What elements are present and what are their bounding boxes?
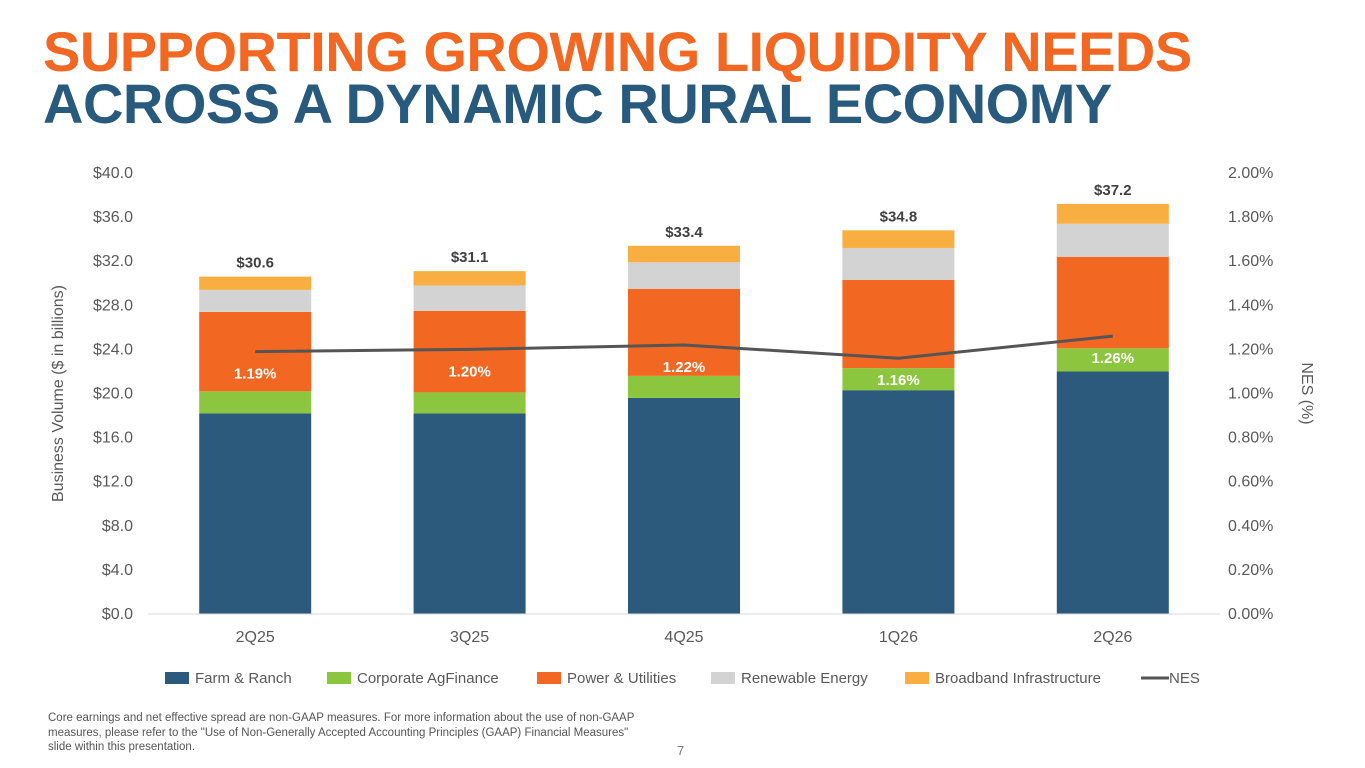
y-tick-label: $8.0 bbox=[102, 518, 133, 535]
y-tick-label: $16.0 bbox=[93, 430, 133, 447]
legend-swatch bbox=[711, 672, 735, 684]
bar-segment bbox=[413, 285, 526, 311]
bar-segment bbox=[1056, 371, 1169, 614]
legend-swatch bbox=[327, 672, 351, 684]
bar-segment bbox=[842, 247, 955, 280]
y2-tick-label: 2.00% bbox=[1228, 165, 1273, 182]
business-volume-chart: $0.0 $4.0 $8.0 $12.0 $16.0 $20.0 $24.0 $28.0 $32… bbox=[50, 165, 1315, 687]
bar-segment bbox=[628, 375, 740, 398]
bar-total-label: $33.4 bbox=[665, 224, 703, 241]
x-tick-label: 4Q25 bbox=[664, 629, 703, 646]
bar-segment bbox=[628, 262, 740, 289]
y2-tick-label: 1.80% bbox=[1228, 209, 1273, 226]
bar-total-label: $30.6 bbox=[236, 255, 274, 272]
x-tick-label: 2Q25 bbox=[236, 629, 275, 646]
legend-label: Renewable Energy bbox=[741, 670, 868, 687]
bar-segment bbox=[628, 245, 740, 263]
bar-segment bbox=[1056, 256, 1169, 349]
y2-tick-label: 1.40% bbox=[1228, 297, 1273, 314]
bar-segment bbox=[413, 310, 526, 393]
page-number: 7 bbox=[677, 743, 685, 758]
bar-segment bbox=[1056, 203, 1169, 224]
y-tick-label: $40.0 bbox=[93, 165, 133, 182]
y2-tick-label: 0.40% bbox=[1228, 518, 1273, 535]
bar-segment bbox=[628, 397, 740, 614]
legend-label: Corporate AgFinance bbox=[357, 670, 499, 687]
y2-axis-title: NES (%) bbox=[1298, 362, 1315, 424]
footnote: Core earnings and net effective spread a… bbox=[48, 712, 635, 753]
bar-segment bbox=[842, 390, 955, 614]
nes-data-label: 1.19% bbox=[234, 366, 277, 383]
legend-label: Broadband Infrastructure bbox=[935, 670, 1101, 687]
legend-swatch bbox=[537, 672, 561, 684]
bar-segment bbox=[842, 368, 955, 391]
bar-segment bbox=[199, 391, 312, 414]
bar-segment bbox=[1056, 223, 1169, 257]
bar-segment bbox=[413, 413, 526, 614]
bar-segment bbox=[1056, 348, 1169, 372]
legend-label: Power & Utilities bbox=[567, 670, 676, 687]
bar-segment bbox=[199, 289, 312, 312]
legend-swatch bbox=[905, 672, 929, 684]
y-tick-label: $12.0 bbox=[93, 474, 133, 491]
y-tick-label: $28.0 bbox=[93, 297, 133, 314]
legend-swatch bbox=[165, 672, 189, 684]
legend-label: NES bbox=[1169, 670, 1200, 687]
x-tick-label: 3Q25 bbox=[450, 629, 489, 646]
bar-total-label: $37.2 bbox=[1094, 182, 1132, 199]
bar-segment bbox=[413, 392, 526, 414]
y-tick-label: $24.0 bbox=[93, 341, 133, 358]
y-tick-label: $0.0 bbox=[102, 606, 133, 623]
y-axis-title: Business Volume ($ in billions) bbox=[50, 285, 67, 502]
bar-segment bbox=[199, 413, 312, 614]
y-tick-label: $20.0 bbox=[93, 386, 133, 403]
bar-segment bbox=[842, 230, 955, 248]
bar-segment bbox=[199, 276, 312, 290]
nes-data-label: 1.20% bbox=[448, 363, 491, 380]
y2-tick-label: 0.60% bbox=[1228, 474, 1273, 491]
y-tick-label: $32.0 bbox=[93, 253, 133, 270]
title-line-1: SUPPORTING GROWING LIQUIDITY NEEDS bbox=[43, 20, 1192, 83]
x-tick-label: 2Q26 bbox=[1093, 629, 1132, 646]
y2-tick-label: 0.80% bbox=[1228, 430, 1273, 447]
nes-data-label: 1.16% bbox=[877, 372, 920, 389]
y2-tick-label: 0.00% bbox=[1228, 606, 1273, 623]
nes-data-label: 1.22% bbox=[663, 359, 706, 376]
bar-segment bbox=[413, 271, 526, 286]
y2-tick-label: 1.60% bbox=[1228, 253, 1273, 270]
title-line-2: ACROSS A DYNAMIC RURAL ECONOMY bbox=[43, 72, 1112, 135]
bar-segment bbox=[628, 288, 740, 376]
y-tick-label: $4.0 bbox=[102, 562, 133, 579]
legend-label: Farm & Ranch bbox=[195, 670, 292, 687]
y2-tick-label: 1.00% bbox=[1228, 386, 1273, 403]
bar-total-label: $31.1 bbox=[451, 249, 489, 266]
bar-total-label: $34.8 bbox=[880, 208, 918, 225]
y2-tick-label: 1.20% bbox=[1228, 341, 1273, 358]
y-tick-label: $36.0 bbox=[93, 209, 133, 226]
y2-tick-label: 0.20% bbox=[1228, 562, 1273, 579]
x-tick-label: 1Q26 bbox=[879, 629, 918, 646]
nes-data-label: 1.26% bbox=[1092, 350, 1135, 367]
